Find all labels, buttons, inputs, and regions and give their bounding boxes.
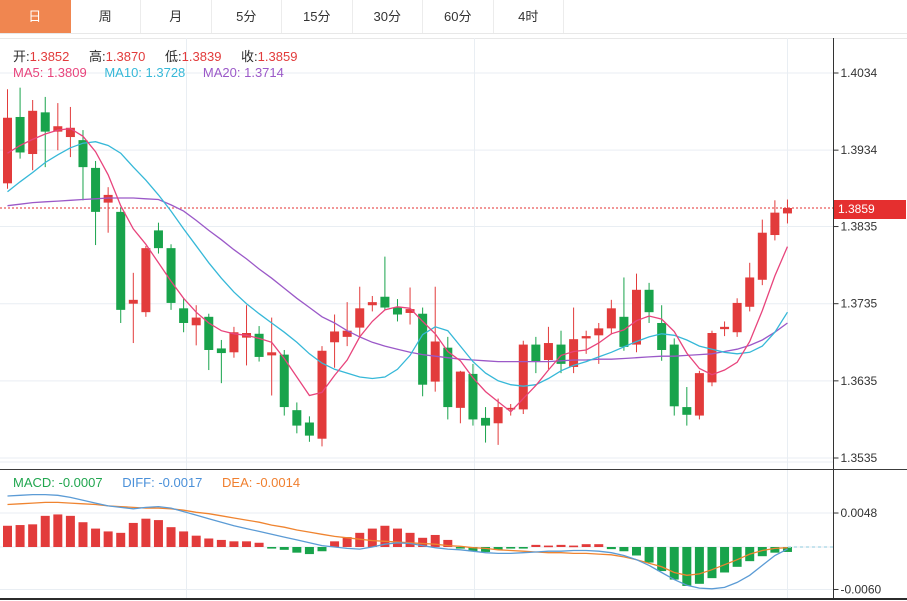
tab-day[interactable]: 日 bbox=[0, 0, 71, 33]
macd-chart-canvas[interactable]: 0.0048 -0.0060 bbox=[0, 470, 907, 598]
svg-text:1.4034: 1.4034 bbox=[841, 66, 878, 80]
ma-legend: MA5: 1.3809 MA10: 1.3728 MA20: 1.3714 bbox=[13, 65, 284, 80]
tab-15min[interactable]: 15分 bbox=[282, 0, 353, 33]
last-price-tag: 1.3859 bbox=[834, 200, 906, 219]
close-value: 1.3859 bbox=[257, 49, 298, 64]
ma20-legend: MA20: 1.3714 bbox=[202, 65, 284, 80]
candlestick-chart-canvas[interactable]: 1.4034 1.3934 1.3835 1.3735 1.3635 1.3535 bbox=[0, 38, 907, 469]
high-label: 高: bbox=[89, 49, 106, 64]
macd-legend: MACD: -0.0007 DIFF: -0.0017 DEA: -0.0014 bbox=[13, 475, 300, 490]
macd-panel: 0.0048 -0.0060 MACD: -0.0007 DIFF: -0.001… bbox=[0, 469, 907, 600]
tab-week[interactable]: 周 bbox=[70, 0, 141, 33]
open-value: 1.3852 bbox=[29, 49, 70, 64]
open-label: 开: bbox=[13, 49, 30, 64]
svg-text:-0.0060: -0.0060 bbox=[841, 582, 882, 596]
close-label: 收: bbox=[241, 49, 258, 64]
svg-text:1.3635: 1.3635 bbox=[841, 374, 878, 388]
ohlc-readout: 开:1.3852 高:1.3870 低:1.3839 收:1.3859 bbox=[13, 46, 313, 65]
high-value: 1.3870 bbox=[105, 49, 146, 64]
ma5-legend: MA5: 1.3809 bbox=[13, 65, 87, 80]
dea-value-legend: DEA: -0.0014 bbox=[222, 475, 301, 490]
tab-30min[interactable]: 30分 bbox=[352, 0, 423, 33]
main-chart-panel: 1.4034 1.3934 1.3835 1.3735 1.3635 1.3535 开:1… bbox=[0, 38, 907, 469]
svg-text:1.3835: 1.3835 bbox=[841, 220, 878, 234]
tab-60min[interactable]: 60分 bbox=[423, 0, 494, 33]
svg-text:1.3934: 1.3934 bbox=[841, 143, 878, 157]
tab-month[interactable]: 月 bbox=[141, 0, 212, 33]
svg-text:1.3535: 1.3535 bbox=[841, 451, 878, 465]
low-label: 低: bbox=[165, 49, 182, 64]
timeframe-tabbar: 日 周 月 5分 15分 30分 60分 4时 bbox=[0, 0, 907, 34]
ma10-legend: MA10: 1.3728 bbox=[104, 65, 186, 80]
tab-4hour[interactable]: 4时 bbox=[493, 0, 564, 33]
tab-5min[interactable]: 5分 bbox=[211, 0, 282, 33]
svg-text:0.0048: 0.0048 bbox=[841, 506, 878, 520]
svg-text:1.3735: 1.3735 bbox=[841, 297, 878, 311]
low-value: 1.3839 bbox=[181, 49, 222, 64]
macd-value-legend: MACD: -0.0007 bbox=[13, 475, 103, 490]
diff-value-legend: DIFF: -0.0017 bbox=[122, 475, 203, 490]
